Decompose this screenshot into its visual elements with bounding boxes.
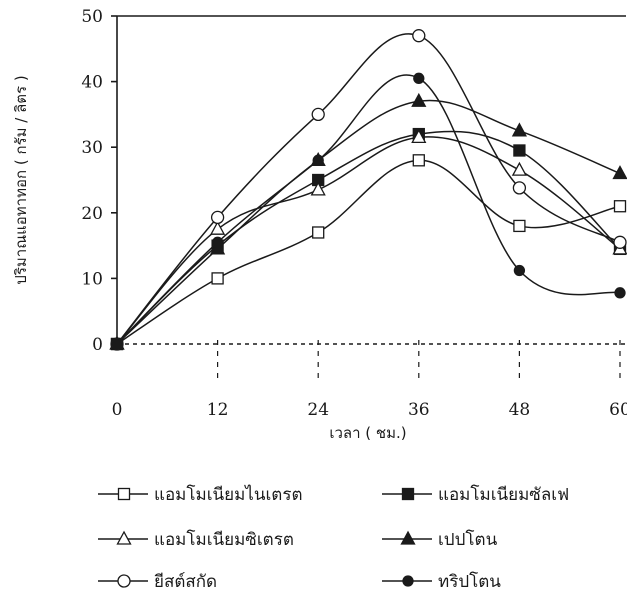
circle-marker [117,574,131,588]
legend-item: แอมโมเนียมไนเตรต [98,484,303,505]
square-marker [412,154,425,167]
triangle-marker [310,181,326,196]
legend-label: ทริปโตน [438,571,501,592]
triangle-marker [411,92,427,107]
axis-ticks: 0 10 20 30 40 50 0 12 24 36 48 60 [81,7,627,420]
y-tick-label: 30 [81,138,103,158]
square-marker [613,200,627,213]
circle-marker [111,338,123,350]
series-1 [110,154,627,351]
x-tick-label: 12 [207,400,229,420]
circle-marker [312,154,324,166]
legend-label: ยีสต์สกัด [154,572,217,592]
circle-marker [402,575,414,587]
series-6 [111,72,626,350]
y-tick-label: 50 [81,7,103,27]
x-tick-label: 36 [408,400,430,420]
x-tick-label: 60 [609,400,627,420]
series-4 [109,92,627,350]
series-line [116,99,621,345]
circle-marker [513,264,526,277]
chart-series [109,29,627,351]
series-line [116,136,621,345]
triangle-marker [210,220,226,235]
y-tick-label: 0 [92,335,103,355]
circle-marker [211,236,224,248]
legend-item: แอมโมเนียมซัลเฟ [382,484,569,505]
series-line [116,74,621,345]
legend-label: เปปโตน [438,529,498,550]
y-axis-title: ปริมาณแอทาทอก ( กรัม / ลิตร ) [12,75,30,284]
y-tick-label: 10 [81,269,103,289]
triangle-marker [116,530,132,545]
circle-marker [311,107,325,122]
triangle-marker [511,122,527,137]
square-marker [312,226,325,239]
chart-axes [116,15,626,345]
x-axis-title: เวลา ( ชม.) [329,424,406,442]
triangle-marker [511,161,527,176]
series-line [116,130,621,345]
y-tick-label: 20 [81,204,103,224]
legend-item: ยีสต์สกัด [98,572,217,592]
legend-label: แอมโมเนียมไนเตรต [154,484,303,505]
triangle-marker [411,128,427,144]
triangle-marker [612,165,627,180]
x-tick-label: 48 [509,400,531,420]
square-marker [401,487,415,501]
circle-marker [512,181,527,195]
legend-label: แอมโมเนียมซิเตรต [154,529,294,550]
square-marker [513,219,526,233]
triangle-marker [400,530,416,545]
circle-marker [412,29,426,43]
legend-item: เปปโตน [382,529,498,550]
circle-marker [210,210,225,225]
square-marker [117,487,131,501]
circle-marker [614,287,626,299]
square-marker [513,144,526,157]
x-tick-label: 0 [112,400,123,420]
series-2 [110,127,627,351]
legend-item: ทริปโตน [382,571,501,592]
legend-item: แอมโมเนียมซิเตรต [98,529,294,550]
series-3 [109,128,627,350]
y-tick-label: 40 [81,73,103,93]
legend-label: แอมโมเนียมซัลเฟ [438,484,569,505]
x-tick-label: 24 [307,400,329,420]
square-marker [211,272,224,285]
series-line [116,159,621,345]
circle-marker [613,235,627,249]
chart-legend: แอมโมเนียมไนเตรต แอมโมเนียมซัลเฟแอมโมเนีย… [98,484,569,592]
circle-marker [413,72,425,84]
